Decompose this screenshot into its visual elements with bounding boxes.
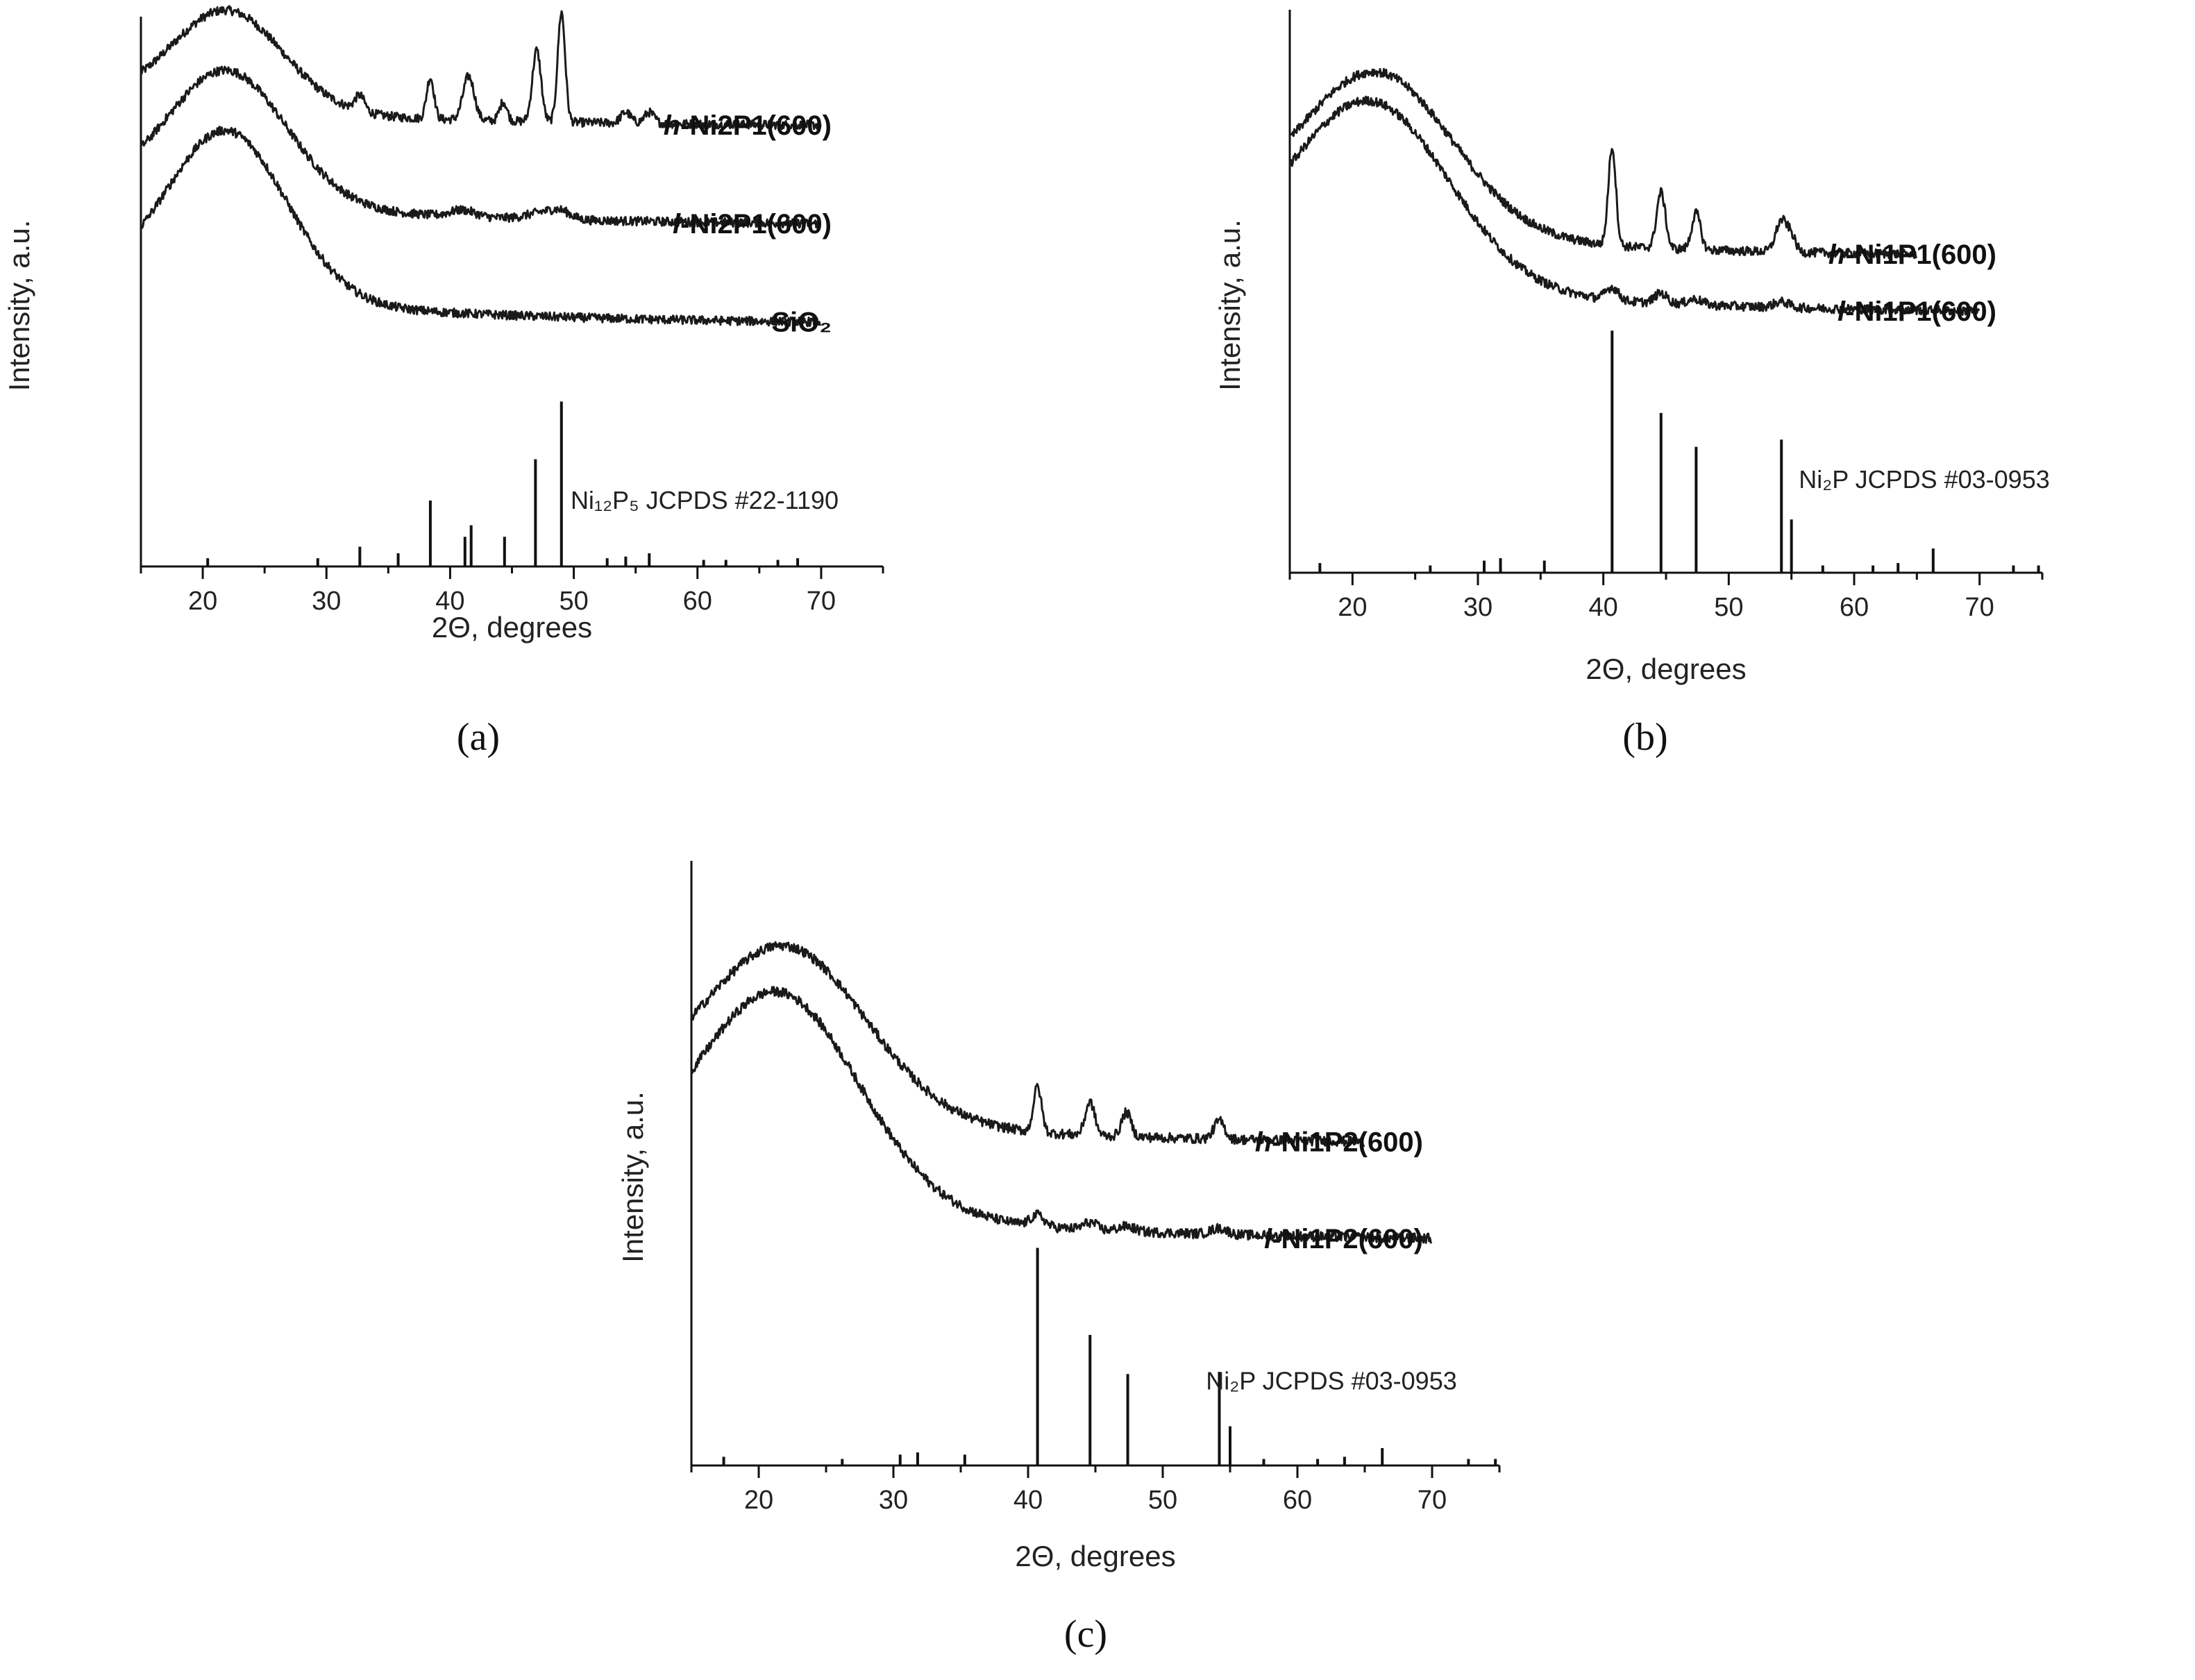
series-label: l-Ni1P1(600) bbox=[1837, 296, 1996, 327]
series-label-prefix: h bbox=[664, 110, 680, 141]
x-tick-label: 20 bbox=[188, 587, 217, 616]
reference-label: Ni₁₂P₅ JCPDS #22-1190 bbox=[571, 486, 839, 514]
series-label-text: -Ni1P1(600) bbox=[1845, 240, 1996, 270]
reference-label: Ni₂P JCPDS #03-0953 bbox=[1206, 1366, 1457, 1395]
series-line-sio2 bbox=[140, 126, 821, 328]
series-label: h-Ni1P2(600) bbox=[1255, 1127, 1423, 1157]
x-tick-label: 70 bbox=[807, 587, 836, 616]
panel-b-chart: 20 30 40 50 60 70 2Θ, degrees Intensity, a.u. h-… bbox=[1213, 10, 2050, 759]
y-axis-title: Intensity, a.u. bbox=[616, 1091, 649, 1263]
x-tick-label: 50 bbox=[559, 587, 588, 616]
reference-label: Ni₂P JCPDS #03-0953 bbox=[1799, 465, 2050, 494]
series-label-text: -Ni1P2(600) bbox=[1272, 1224, 1423, 1254]
series-line-l-ni1p1600 bbox=[1288, 95, 1980, 317]
x-tick-label: 20 bbox=[1338, 593, 1367, 622]
series-line-h-ni2p1600 bbox=[140, 5, 822, 131]
x-axis-title: 2Θ, degrees bbox=[1015, 1540, 1175, 1572]
x-tick-label: 20 bbox=[744, 1486, 773, 1515]
series-label: h-Ni1P1(600) bbox=[1828, 240, 1996, 270]
x-tick-label: 70 bbox=[1965, 593, 1994, 622]
x-tick-label: 40 bbox=[1014, 1486, 1043, 1515]
x-axis-title: 2Θ, degrees bbox=[1586, 653, 1746, 685]
x-tick-label: 40 bbox=[435, 587, 464, 616]
series-line-l-ni1p2600 bbox=[690, 986, 1433, 1244]
panel-label: (c) bbox=[1064, 1613, 1107, 1656]
y-axis-title: Intensity, a.u. bbox=[3, 220, 35, 392]
series-label: l-Ni2P1(600) bbox=[673, 209, 832, 240]
series-label-prefix: l bbox=[1264, 1224, 1272, 1254]
series-label: SiO₂ bbox=[771, 308, 832, 338]
series-label-text: -Ni1P1(600) bbox=[1845, 296, 1996, 327]
x-tick-label: 50 bbox=[1148, 1486, 1177, 1515]
x-tick-label: 30 bbox=[312, 587, 341, 616]
x-tick-label: 60 bbox=[1283, 1486, 1312, 1515]
series-label-prefix: h bbox=[1828, 240, 1845, 270]
series-label-prefix: h bbox=[1255, 1127, 1272, 1157]
series-label: l-Ni1P2(600) bbox=[1264, 1224, 1423, 1254]
series-label-text: -Ni2P1(600) bbox=[680, 209, 832, 240]
panel-label: (b) bbox=[1622, 716, 1667, 759]
series-label-text: -Ni1P2(600) bbox=[1272, 1127, 1423, 1157]
panel-label: (a) bbox=[457, 716, 500, 759]
series-label-prefix: l bbox=[1837, 296, 1846, 327]
series-label: h-Ni2P1(600) bbox=[664, 110, 832, 141]
x-tick-label: 30 bbox=[1463, 593, 1492, 622]
series-label-text: SiO₂ bbox=[771, 308, 832, 338]
x-tick-label: 60 bbox=[683, 587, 712, 616]
y-axis-title: Intensity, a.u. bbox=[1213, 219, 1246, 391]
series-line-h-ni1p2600 bbox=[690, 941, 1365, 1148]
x-axis-title: 2Θ, degrees bbox=[432, 611, 592, 644]
series-line-l-ni2p1600 bbox=[140, 65, 821, 229]
series-line-h-ni1p1600 bbox=[1289, 67, 1918, 260]
series-label-text: -Ni2P1(600) bbox=[680, 110, 832, 141]
x-tick-label: 60 bbox=[1840, 593, 1869, 622]
x-tick-label: 50 bbox=[1714, 593, 1743, 622]
x-tick-label: 40 bbox=[1589, 593, 1618, 622]
x-tick-label: 30 bbox=[879, 1486, 908, 1515]
series-label-prefix: l bbox=[673, 209, 681, 240]
x-tick-label: 70 bbox=[1418, 1486, 1447, 1515]
